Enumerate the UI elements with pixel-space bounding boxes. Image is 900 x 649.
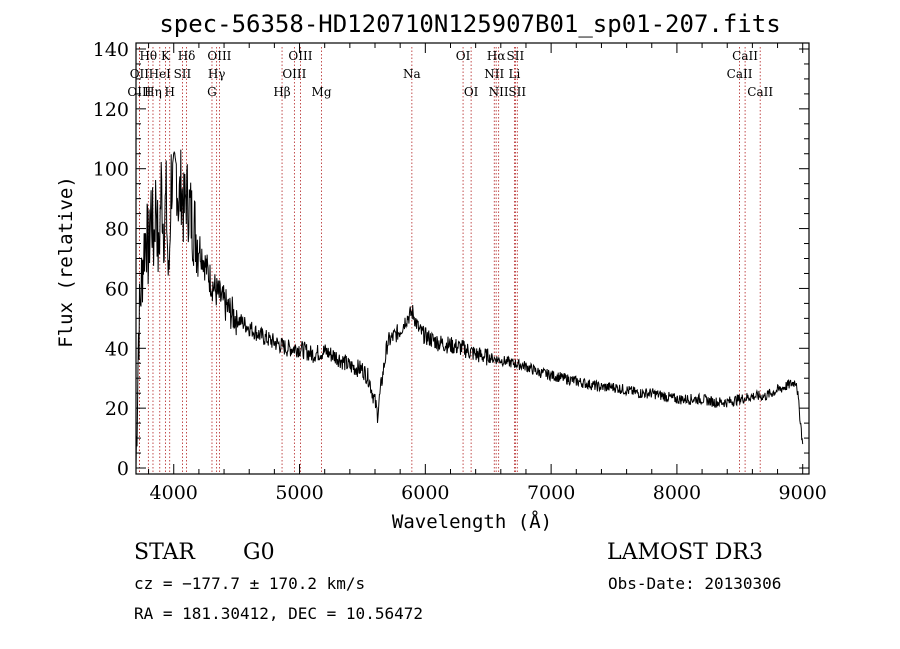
spectral-line-label: Hδ (178, 49, 196, 63)
spectral-line-label: Hβ (273, 85, 290, 99)
spectral-line-label: Na (403, 67, 421, 81)
spectral-line-label: HeI (149, 67, 172, 81)
spectral-line-label: OIII (282, 67, 306, 81)
spectral-line-label: OI (464, 85, 479, 99)
chart-title: spec-56358-HD120710N125907B01_sp01-207.f… (159, 10, 780, 38)
survey-name: LAMOST DR3 (607, 540, 763, 565)
y-axis-ticks: 0 20 40 60 80 100 120 140 (93, 39, 809, 480)
x-tick-label: 8000 (653, 482, 701, 504)
spectral-line-label: Hγ (208, 67, 226, 81)
ra-dec-coords: RA = 181.30412, DEC = 10.56472 (134, 604, 423, 623)
spectral-line-label: Hθ (139, 49, 157, 63)
spectral-line-label: OI (456, 49, 471, 63)
y-tick-label: 120 (93, 99, 129, 121)
x-tick-label: 6000 (401, 482, 449, 504)
x-tick-label: 4000 (150, 482, 198, 504)
spectral-line-label: OIII (288, 49, 312, 63)
spectral-line-label: CaII (747, 85, 773, 99)
spectral-line-label: CaII (732, 49, 758, 63)
spectral-line-label: H (164, 85, 174, 99)
y-tick-label: 20 (105, 398, 129, 420)
spectral-line-label: Hα (487, 49, 506, 63)
y-axis-label: Flux (relative) (55, 176, 77, 348)
spectral-line-label: NII (489, 85, 509, 99)
y-tick-label: 80 (105, 219, 129, 241)
x-axis-label: Wavelength (Å) (392, 510, 552, 533)
y-tick-label: 140 (93, 39, 129, 61)
y-tick-label: 0 (117, 458, 129, 480)
spectral-line-label: SII (507, 49, 525, 63)
spectral-line-label: SII (174, 67, 192, 81)
spectral-line-label: SII (508, 85, 526, 99)
spectral-line-label: OII (130, 67, 150, 81)
y-tick-label: 40 (105, 338, 129, 360)
spectral-line-label: Hη (144, 85, 162, 99)
spectral-line-label: G (207, 85, 217, 99)
spectral-line-markers (138, 47, 761, 474)
spectral-line-label: Mg (312, 85, 332, 99)
spectral-line-label: CaII (727, 67, 753, 81)
plot-frame (135, 42, 810, 475)
object-class: STAR (134, 540, 196, 565)
spectral-line-label: OIII (127, 85, 151, 99)
x-axis-ticks: 4000 5000 6000 7000 8000 9000 (148, 43, 827, 504)
obs-date: Obs-Date: 20130306 (608, 574, 781, 593)
x-tick-label: 7000 (527, 482, 575, 504)
y-tick-label: 60 (105, 278, 129, 300)
spectral-line-label: Li (508, 67, 520, 81)
x-tick-label: 5000 (275, 482, 323, 504)
spectral-line-label: NII (484, 67, 504, 81)
spectral-line-label: K (161, 49, 171, 63)
flux-series-line (135, 149, 804, 469)
object-subclass: G0 (243, 540, 275, 565)
y-tick-label: 100 (93, 159, 129, 181)
spectral-line-label: OIII (207, 49, 231, 63)
redshift-cz: cz = −177.7 ± 170.2 km/s (134, 574, 365, 593)
x-tick-label: 9000 (779, 482, 827, 504)
